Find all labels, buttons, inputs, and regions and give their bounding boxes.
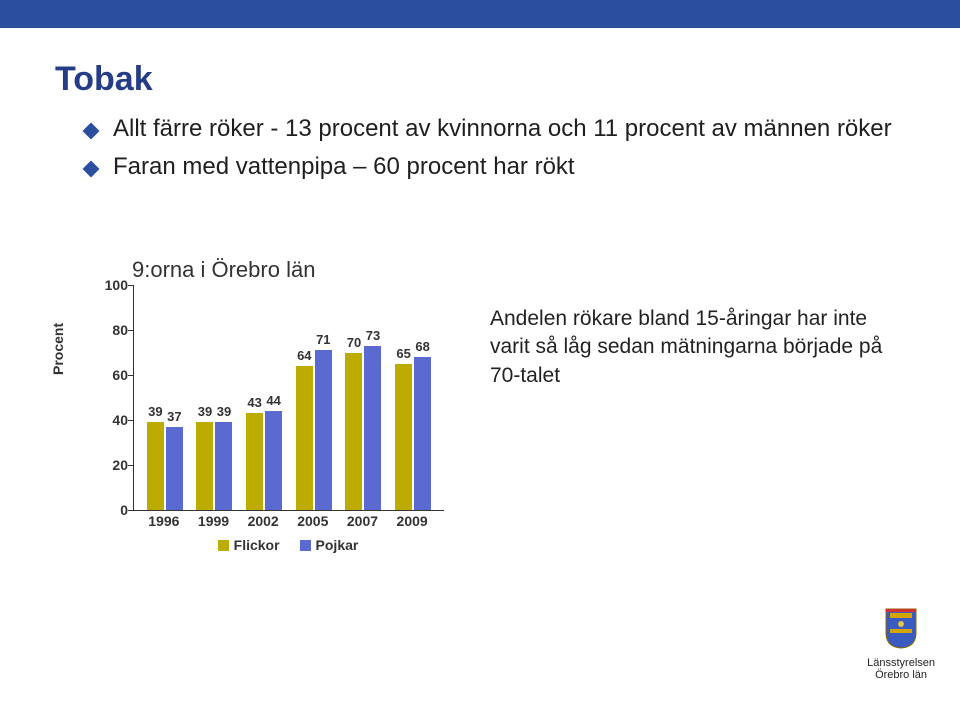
x-ticks: 1996 1999 2002 2005 2007 2009 (133, 513, 443, 529)
bar-group: 4344 (246, 411, 282, 510)
y-ticks: 020406080100 (103, 285, 128, 510)
page-title: Tobak (55, 60, 153, 99)
header-band (0, 0, 960, 28)
legend: Flickor Pojkar (133, 537, 443, 553)
bar-value-label: 44 (266, 393, 280, 408)
y-tick-mark (128, 285, 134, 286)
bar-value-label: 73 (366, 328, 380, 343)
legend-label: Flickor (234, 537, 280, 553)
bar-value-label: 70 (347, 335, 361, 350)
bar: 68 (414, 357, 431, 510)
x-tick-label: 2005 (294, 513, 332, 529)
bullet-item: Allt färre röker - 13 procent av kvinnor… (85, 115, 905, 143)
x-tick-label: 1996 (145, 513, 183, 529)
diamond-icon (83, 123, 100, 140)
x-tick-label: 2007 (343, 513, 381, 529)
bar: 64 (296, 366, 313, 510)
bar-value-label: 37 (167, 409, 181, 424)
diamond-icon (83, 161, 100, 178)
bar-value-label: 68 (415, 339, 429, 354)
x-tick-label: 2009 (393, 513, 431, 529)
bar-group: 3937 (147, 422, 183, 510)
bullet-text: Faran med vattenpipa – 60 procent har rö… (113, 153, 575, 181)
bar: 43 (246, 413, 263, 510)
bar: 39 (215, 422, 232, 510)
y-tick-mark (128, 330, 134, 331)
bar-value-label: 39 (217, 404, 231, 419)
y-tick-label: 20 (112, 457, 128, 473)
annotation-text: Andelen rökare bland 15-åringar har inte… (490, 305, 910, 390)
bar: 39 (196, 422, 213, 510)
logo: Länsstyrelsen Örebro län (867, 607, 935, 681)
y-tick-label: 40 (112, 412, 128, 428)
y-tick-mark (128, 420, 134, 421)
bar: 39 (147, 422, 164, 510)
bar: 73 (364, 346, 381, 510)
legend-swatch (218, 540, 229, 551)
bar-value-label: 43 (247, 395, 261, 410)
bar: 70 (345, 353, 362, 511)
legend-item: Pojkar (300, 537, 359, 553)
bar-group: 7073 (345, 346, 381, 510)
bar: 37 (166, 427, 183, 510)
y-tick-label: 0 (120, 502, 128, 518)
legend-item: Flickor (218, 537, 280, 553)
y-tick-label: 100 (105, 277, 128, 293)
x-tick-label: 2002 (244, 513, 282, 529)
y-axis-label: Procent (50, 323, 66, 375)
bar-group: 3939 (196, 422, 232, 510)
logo-line2: Örebro län (867, 669, 935, 681)
bar-chart: Procent 020406080100 3937393943446471707… (75, 285, 455, 575)
shield-icon (884, 607, 918, 649)
bar: 65 (395, 364, 412, 510)
bar: 71 (315, 350, 332, 510)
plot-area: 393739394344647170736568 (133, 285, 444, 511)
bullet-item: Faran med vattenpipa – 60 procent har rö… (85, 153, 905, 181)
bar-value-label: 64 (297, 348, 311, 363)
bars-container: 393739394344647170736568 (134, 285, 444, 510)
y-tick-label: 60 (112, 367, 128, 383)
bar: 44 (265, 411, 282, 510)
bar-value-label: 71 (316, 332, 330, 347)
legend-swatch (300, 540, 311, 551)
x-tick-label: 1999 (194, 513, 232, 529)
y-tick-mark (128, 375, 134, 376)
bar-value-label: 39 (198, 404, 212, 419)
bullet-text: Allt färre röker - 13 procent av kvinnor… (113, 115, 892, 143)
bar-value-label: 39 (148, 404, 162, 419)
y-tick-mark (128, 510, 134, 511)
legend-label: Pojkar (316, 537, 359, 553)
bullet-list: Allt färre röker - 13 procent av kvinnor… (85, 115, 905, 191)
y-tick-label: 80 (112, 322, 128, 338)
logo-line1: Länsstyrelsen (867, 657, 935, 669)
bar-group: 6568 (395, 357, 431, 510)
y-tick-mark (128, 465, 134, 466)
bar-group: 6471 (296, 350, 332, 510)
bar-value-label: 65 (396, 346, 410, 361)
chart-title: 9:orna i Örebro län (132, 257, 315, 283)
